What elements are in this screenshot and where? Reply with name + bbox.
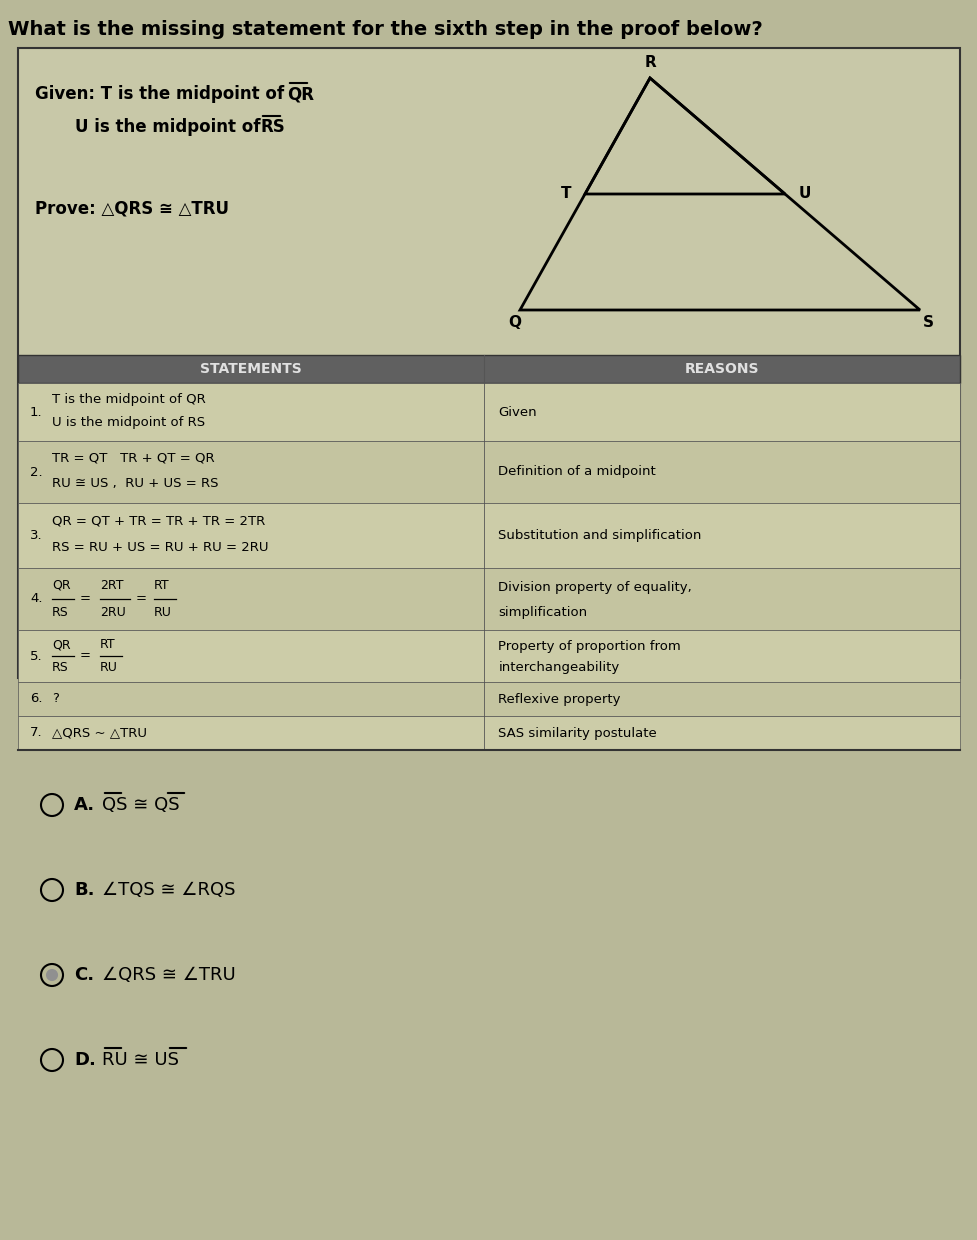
FancyBboxPatch shape [18,630,959,682]
Text: 7.: 7. [30,727,43,739]
Text: Given: Given [497,405,536,419]
FancyBboxPatch shape [18,568,959,630]
Text: RU ≅ US ,  RU + US = RS: RU ≅ US , RU + US = RS [52,476,218,490]
Text: S: S [921,315,932,330]
Text: RS = RU + US = RU + RU = 2RU: RS = RU + US = RU + RU = 2RU [52,541,269,554]
Text: △QRS ~ △TRU: △QRS ~ △TRU [52,727,147,739]
Text: Prove: △QRS ≅ △TRU: Prove: △QRS ≅ △TRU [35,200,229,218]
Text: 6.: 6. [30,692,42,706]
Text: RU: RU [153,606,172,619]
FancyBboxPatch shape [18,503,959,568]
Text: RT: RT [100,639,115,651]
Text: Reflexive property: Reflexive property [497,692,620,706]
Text: QR: QR [52,579,70,591]
Text: QR: QR [286,86,314,103]
Text: SAS similarity postulate: SAS similarity postulate [497,727,657,739]
Text: 2.: 2. [30,465,43,479]
Text: 3.: 3. [30,529,43,542]
Text: Division property of equality,: Division property of equality, [497,582,692,594]
Text: Definition of a midpoint: Definition of a midpoint [497,465,656,479]
Text: ∠TQS ≅ ∠RQS: ∠TQS ≅ ∠RQS [102,880,235,899]
Text: D.: D. [74,1052,96,1069]
Text: RS: RS [260,118,284,136]
Text: QS ≅ QS: QS ≅ QS [102,796,180,813]
Text: RU ≅ US: RU ≅ US [102,1052,179,1069]
FancyBboxPatch shape [18,48,959,678]
Text: ?: ? [52,692,59,706]
Text: U is the midpoint of: U is the midpoint of [75,118,266,136]
Text: RU: RU [100,661,118,675]
FancyBboxPatch shape [18,682,959,715]
Text: STATEMENTS: STATEMENTS [200,362,302,376]
Text: QR: QR [286,86,314,103]
Text: Property of proportion from: Property of proportion from [497,640,680,653]
Text: QR: QR [52,639,70,651]
Text: Q: Q [508,315,521,330]
Text: U: U [798,186,811,201]
Text: ∠QRS ≅ ∠TRU: ∠QRS ≅ ∠TRU [102,966,235,985]
Text: Given: T is the midpoint of: Given: T is the midpoint of [35,86,289,103]
Text: QR = QT + TR = TR + TR = 2TR: QR = QT + TR = TR + TR = 2TR [52,515,265,528]
Text: 1.: 1. [30,405,43,419]
Text: =: = [80,593,91,605]
Text: T is the midpoint of QR: T is the midpoint of QR [52,393,205,405]
Text: 4.: 4. [30,593,42,605]
Text: REASONS: REASONS [684,362,758,376]
FancyBboxPatch shape [18,383,959,441]
Text: R: R [644,55,656,69]
Text: A.: A. [74,796,95,813]
FancyBboxPatch shape [18,355,959,383]
Text: 5.: 5. [30,650,43,662]
Text: T: T [560,186,571,201]
Text: interchangeability: interchangeability [497,661,618,675]
Text: RS: RS [52,661,68,675]
Text: RS: RS [52,606,68,619]
Text: 2RU: 2RU [100,606,126,619]
Text: B.: B. [74,880,95,899]
Text: What is the missing statement for the sixth step in the proof below?: What is the missing statement for the si… [8,20,762,38]
Text: =: = [80,650,91,662]
Text: TR = QT   TR + QT = QR: TR = QT TR + QT = QR [52,451,214,465]
Text: simplification: simplification [497,606,587,619]
Text: U is the midpoint of RS: U is the midpoint of RS [52,415,205,429]
Text: C.: C. [74,966,94,985]
Circle shape [46,968,58,981]
Text: RT: RT [153,579,169,591]
Text: =: = [136,593,147,605]
Text: 2RT: 2RT [100,579,123,591]
FancyBboxPatch shape [18,715,959,750]
Text: Substitution and simplification: Substitution and simplification [497,529,701,542]
FancyBboxPatch shape [18,441,959,503]
